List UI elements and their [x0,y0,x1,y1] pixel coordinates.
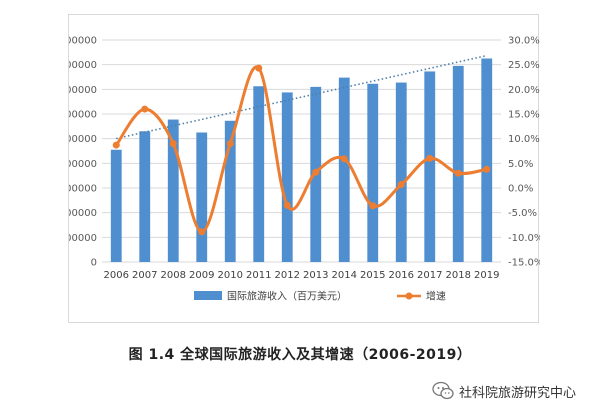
growth-point [169,140,177,148]
y-right-tick-label: -15.0% [508,258,540,269]
figure-caption: 图 1.4 全球国际旅游收入及其增速（2006-2019） [128,347,472,363]
y-right-tick-label: 0.0% [508,184,533,195]
growth-point [198,228,206,236]
x-tick-label: 2006 [104,270,129,281]
x-tick-label: 2011 [246,270,271,281]
x-tick-label: 2016 [389,270,414,281]
growth-point [283,201,291,209]
y-left-tick-label: 1600000 [69,60,97,71]
bar [139,131,151,262]
bar [395,82,407,262]
y-right-tick-label: 10.0% [508,134,540,145]
bar [253,86,265,262]
legend-swatch-bar [194,291,222,300]
bar [224,120,236,263]
chart-frame: 0 200000 400000 600000 800000 1000000 1200000 1… [68,14,540,323]
growth-point [112,141,120,149]
bar [367,83,379,263]
growth-point [454,169,462,177]
bar [481,58,493,262]
x-tick-label: 2012 [275,270,300,281]
growth-point [312,168,320,176]
growth-point [397,181,405,189]
growth-point [483,165,491,173]
x-tick-label: 2010 [218,270,243,281]
x-tick-label: 2015 [360,270,385,281]
bar [338,77,350,262]
growth-point [226,140,234,148]
y-right-tick-label: -5.0% [508,208,537,219]
legend-marker-line [405,292,413,300]
bar [196,132,208,262]
growth-point [426,154,434,162]
watermark-text: 社科院旅游研究中心 [459,385,577,401]
trendline [116,54,487,140]
growth-point [369,202,377,210]
bar [452,65,464,263]
y-left-tick-label: 400000 [69,208,97,219]
growth-point [340,155,348,163]
y-left-tick-label: 1200000 [69,110,97,121]
y-right-tick-label: 30.0% [508,36,540,47]
y-left-tick-label: 200000 [69,233,97,244]
bar [281,92,293,263]
y-right-tick-label: 25.0% [508,60,540,71]
growth-point [255,64,263,72]
y-left-tick-label: 1000000 [69,134,97,145]
y-right-tick-label: 5.0% [508,159,533,170]
y-right-tick-label: 15.0% [508,110,540,121]
legend-label-bar: 国际旅游收入（百万美元） [227,290,347,303]
x-tick-label: 2014 [332,270,357,281]
x-tick-label: 2019 [474,270,499,281]
x-tick-label: 2008 [161,270,186,281]
x-tick-label: 2018 [446,270,471,281]
y-right-tick-label: -10.0% [508,233,540,244]
x-tick-label: 2007 [132,270,157,281]
wechat-official-account-icon [432,381,454,400]
y-left-tick-label: 800000 [69,159,97,170]
bar [110,149,122,262]
y-left-tick-label: 1400000 [69,85,97,96]
x-tick-label: 2009 [189,270,214,281]
y-left-tick-label: 1800000 [69,36,97,47]
growth-point [141,105,149,113]
x-tick-label: 2013 [303,270,328,281]
chart: 0 200000 400000 600000 800000 1000000 1200000 1… [69,36,540,303]
watermark: 社科院旅游研究中心 [432,381,576,401]
x-tick-label: 2017 [417,270,442,281]
bar [167,119,179,262]
y-left-tick-label: 600000 [69,184,97,195]
bar [424,71,436,262]
y-left-tick-label: 0 [91,258,97,269]
legend-label-line: 增速 [426,290,446,303]
y-right-tick-label: 20.0% [508,85,540,96]
